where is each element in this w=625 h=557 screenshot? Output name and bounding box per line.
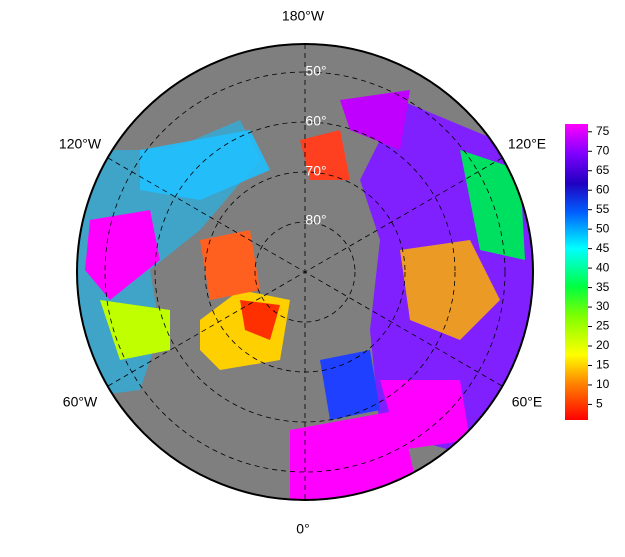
colorbar-tick-label: 25 [596, 319, 610, 333]
colorbar-tick-label: 10 [596, 377, 610, 391]
latitude-label: 70° [305, 163, 326, 179]
colorbar-tick-label: 40 [596, 260, 610, 274]
colorbar-tick-label: 20 [596, 338, 610, 352]
colorbar-tick-label: 75 [596, 124, 610, 138]
colorbar-tick-label: 50 [596, 221, 610, 235]
latitude-label: 60° [305, 113, 326, 129]
colorbar [565, 124, 588, 420]
colorbar-tick-label: 35 [596, 280, 610, 294]
longitude-label: 120°W [59, 136, 102, 152]
colorbar-tick-label: 30 [596, 299, 610, 313]
colorbar-tick-label: 15 [596, 358, 610, 372]
colorbar-tick-label: 55 [596, 202, 610, 216]
colorbar-tick-label: 70 [596, 143, 610, 157]
longitude-label: 120°E [508, 136, 546, 152]
latitude-label: 50° [305, 63, 326, 79]
latitude-label: 80° [305, 212, 326, 228]
longitude-label: 60°E [512, 394, 543, 410]
colorbar-tick-label: 65 [596, 163, 610, 177]
longitude-label: 60°W [63, 394, 98, 410]
map-border [76, 43, 534, 501]
map-disk [77, 44, 533, 500]
longitude-label: 0° [296, 521, 309, 537]
longitude-label: 180°W [282, 8, 325, 24]
colorbar-tick-label: 45 [596, 241, 610, 255]
colorbar-tick-label: 5 [596, 397, 603, 411]
colorbar-tick-label: 60 [596, 182, 610, 196]
